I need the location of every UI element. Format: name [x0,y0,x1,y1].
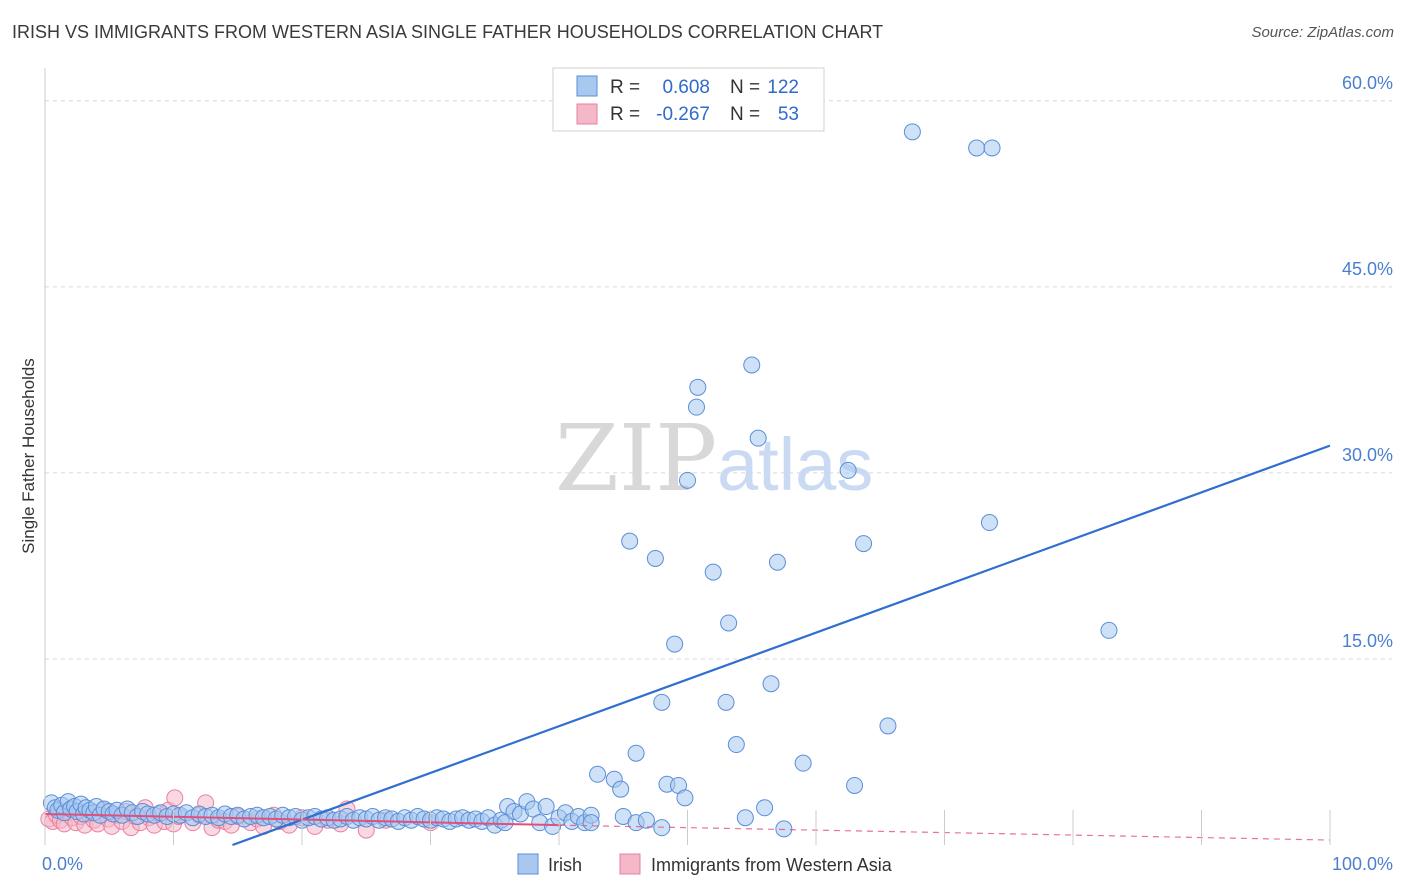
legend-r-label-irish: R = [610,77,640,98]
irish-points [42,123,1118,838]
legend-n-value-western-asia: 53 [778,104,799,125]
bottom-legend-swatch-irish [517,853,539,875]
legend-swatch-western-asia [576,103,598,125]
legend-swatch-irish [576,75,598,97]
western-asia-point [166,789,184,807]
y-tick-label: 15.0% [1342,631,1393,651]
legend-r-value-western-asia: -0.267 [656,104,710,125]
irish-point [903,123,921,141]
irish-point [653,693,671,711]
irish-point [537,798,555,816]
chart-title: IRISH VS IMMIGRANTS FROM WESTERN ASIA SI… [12,22,884,42]
stats-legend: R = 0.608 N = 122 R = -0.267 N = 53 [552,67,825,132]
irish-point [756,799,774,817]
x-tick-label-min: 0.0% [42,854,83,874]
irish-point [612,780,630,798]
bottom-legend-swatch-western-asia [619,853,641,875]
watermark: ZIP atlas [555,405,873,512]
grid-layer [45,100,1392,660]
irish-point [676,789,694,807]
irish-point [839,461,857,479]
watermark-zip: ZIP [555,405,717,512]
legend-n-label-irish: N = [730,77,760,98]
irish-point [749,429,767,447]
irish-point [621,532,639,550]
irish-point [762,675,780,693]
irish-point [679,471,696,489]
irish-point [689,378,707,396]
irish-point [589,765,607,783]
irish-point [846,776,864,794]
irish-point [666,635,684,653]
legend-r-label-western-asia: R = [610,104,640,125]
irish-trendline [232,444,1331,847]
irish-point [968,139,986,157]
irish-point [627,744,645,762]
y-tick-label: 60.0% [1342,73,1393,93]
irish-point [687,398,705,416]
irish-point [1100,621,1118,639]
bottom-legend-label-irish: Irish [548,855,582,875]
y-tick-label: 30.0% [1342,445,1393,465]
irish-point [582,814,600,832]
irish-point [720,614,738,632]
irish-point [736,809,754,827]
irish-point [980,514,998,532]
irish-point [855,535,873,553]
legend-n-label-western-asia: N = [730,104,760,125]
axes: 15.0% 30.0% 45.0% 60.0% 0.0% 100.0% [42,68,1393,874]
irish-point [983,139,1001,157]
x-tick-label-max: 100.0% [1332,854,1393,874]
irish-point [704,563,722,581]
irish-point [717,693,735,711]
legend-n-value-irish: 122 [767,77,799,98]
irish-point [775,820,793,838]
y-axis-title: Single Father Households [19,358,38,554]
source-label: Source: ZipAtlas.com [1251,24,1394,41]
irish-point [637,811,655,829]
legend-r-value-irish: 0.608 [662,77,710,98]
irish-point [879,717,897,735]
irish-point [496,814,514,832]
legend-box [552,67,825,132]
irish-point [794,754,812,772]
bottom-legend-label-western-asia: Immigrants from Western Asia [651,855,893,875]
series-legend: Irish Immigrants from Western Asia [517,853,893,875]
irish-point [768,553,786,571]
irish-point [743,356,761,374]
irish-point [646,549,664,567]
irish-point [727,736,745,754]
y-tick-label: 45.0% [1342,259,1393,279]
